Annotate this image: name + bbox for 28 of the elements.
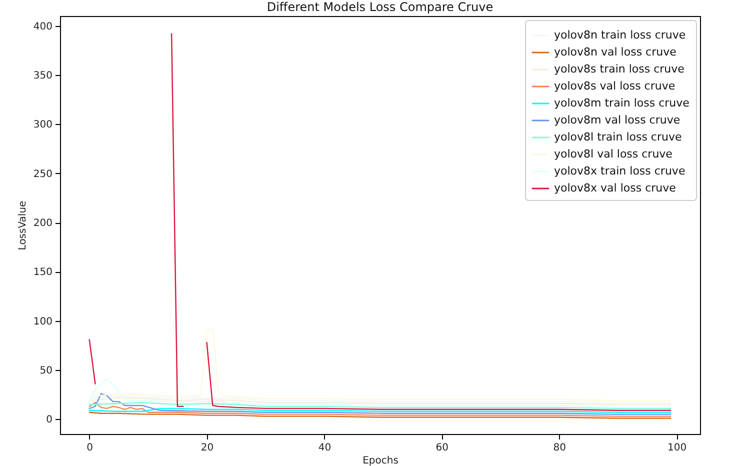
- legend-label: yolov8n val loss cruve: [554, 46, 677, 58]
- y-tick-label: 50: [40, 366, 52, 377]
- y-tick-label: 0: [46, 414, 52, 426]
- y-tick-label: 100: [33, 316, 52, 328]
- y-tick-label: 300: [33, 120, 52, 131]
- legend-label: yolov8l val loss cruve: [554, 148, 673, 160]
- x-tick-label: 100: [667, 442, 687, 454]
- legend-label: yolov8x val loss cruve: [554, 182, 676, 194]
- y-tick-label: 400: [33, 21, 52, 32]
- legend-label: yolov8x train loss cruve: [554, 164, 686, 178]
- x-tick-label: 60: [436, 442, 449, 454]
- legend-label: yolov8s val loss cruve: [554, 80, 676, 92]
- y-axis-title: LossValue: [17, 200, 28, 250]
- y-tick-label: 200: [33, 218, 52, 230]
- x-tick-label: 20: [200, 442, 214, 454]
- x-tick-label: 80: [553, 442, 566, 454]
- x-axis-title: Epochs: [362, 456, 398, 466]
- chart-title: Different Models Loss Compare Cruve: [266, 0, 494, 14]
- y-tick-label: 350: [33, 70, 52, 82]
- legend-label: yolov8s train loss cruve: [554, 62, 685, 76]
- y-tick-label: 250: [33, 168, 52, 180]
- x-tick-label: 0: [86, 442, 94, 454]
- x-tick-label: 40: [318, 442, 332, 454]
- legend-label: yolov8n train loss cruve: [554, 28, 686, 42]
- legend-label: yolov8l train loss cruve: [554, 130, 682, 144]
- legend-label: yolov8m val loss cruve: [554, 114, 680, 126]
- y-tick-label: 150: [33, 267, 52, 278]
- legend-label: yolov8m train loss cruve: [554, 96, 690, 110]
